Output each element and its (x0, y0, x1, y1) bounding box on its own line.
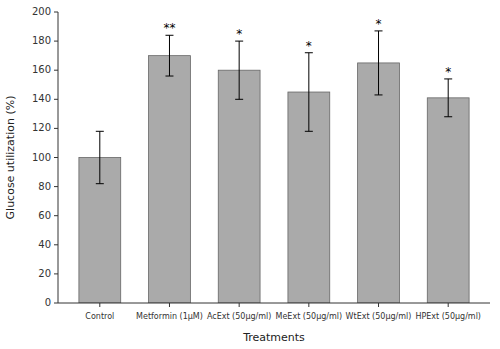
axes: 0 20 40 60 80 100 120 140 160 180 200 Control Metfor… (32, 6, 490, 321)
significance-label: * (445, 65, 451, 79)
significance-label: * (236, 27, 242, 41)
y-tick (54, 70, 58, 71)
x-tick (239, 303, 240, 307)
x-axis-title: Treatments (242, 331, 305, 344)
y-tick-label: 20 (38, 268, 51, 279)
bar (218, 70, 260, 303)
error-bar (165, 35, 173, 76)
error-bar (375, 31, 383, 95)
y-tick-label: 180 (32, 35, 51, 46)
x-tick-label: AcExt (50μg/ml) (207, 312, 272, 321)
x-tick (448, 303, 449, 307)
y-tick (54, 273, 58, 274)
y-tick (54, 41, 58, 42)
y-tick-label: 100 (32, 152, 51, 163)
x-tick (378, 303, 379, 307)
y-tick-label: 200 (32, 6, 51, 17)
x-tick (308, 303, 309, 307)
y-tick (54, 186, 58, 187)
x-tick (99, 303, 100, 307)
error-bar (96, 131, 104, 183)
significance-label: ** (163, 21, 175, 35)
y-tick-label: 120 (32, 122, 51, 133)
y-tick-label: 80 (38, 181, 51, 192)
y-tick (54, 99, 58, 100)
significance-markers: ****** (163, 17, 451, 79)
x-tick-label: MeExt (50μg/ml) (276, 312, 343, 321)
y-tick-label: 40 (38, 239, 51, 250)
significance-label: * (376, 17, 382, 31)
y-axis-title: Glucose utilization (%) (4, 96, 17, 220)
x-tick (169, 303, 170, 307)
y-tick-label: 160 (32, 64, 51, 75)
y-tick (54, 128, 58, 129)
y-tick-label: 60 (38, 210, 51, 221)
y-tick-label: 140 (32, 93, 51, 104)
bar (358, 63, 400, 303)
x-axis-line (58, 303, 490, 304)
y-tick (54, 215, 58, 216)
bar (427, 98, 469, 303)
y-tick (54, 244, 58, 245)
significance-label: * (306, 39, 312, 53)
chart: ******020406080100120140160180200Control… (0, 0, 500, 349)
plot-area (79, 31, 469, 303)
error-bar (235, 41, 243, 99)
error-bar (305, 53, 313, 132)
x-tick-label: Metformin (1μM) (136, 312, 203, 321)
y-tick (54, 157, 58, 158)
x-tick-label: HPExt (50μg/ml) (415, 312, 481, 321)
x-tick-label: Control (85, 312, 114, 321)
x-tick-label: WtExt (50μg/ml) (346, 312, 412, 321)
y-tick (54, 303, 58, 304)
error-bar (444, 79, 452, 117)
y-tick-label: 0 (45, 297, 51, 308)
y-tick (54, 12, 58, 13)
bar (149, 56, 191, 303)
